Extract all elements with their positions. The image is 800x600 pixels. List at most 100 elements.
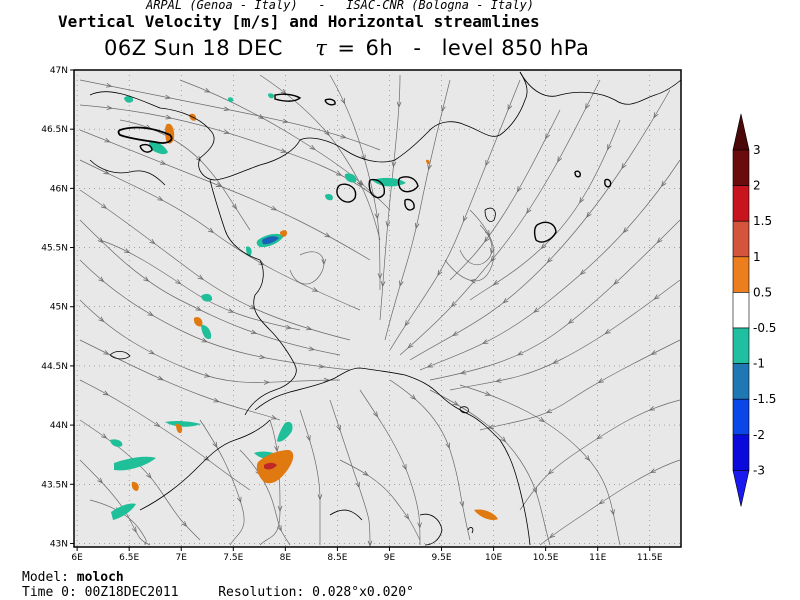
streamline-arrow [324,232,331,238]
lake [336,183,357,203]
forecast-subtitle: 06Z Sun 18 DEC τ = 6h - level 850 hPa [104,36,589,60]
streamline-arrow [490,255,496,263]
streamline-arrow [274,445,279,453]
colorbar-label: 3 [753,143,761,157]
streamline [469,119,621,301]
colorbar-label: 0.5 [753,285,772,299]
streamline-arrow [195,306,202,311]
streamline-arrow [656,237,663,244]
downdraft-blob [228,97,234,103]
streamline [429,389,551,546]
streamline-arrow [157,375,164,381]
downdraft-blob [110,439,123,447]
streamline-arrow [445,442,450,450]
coastline [419,513,443,546]
streamline-arrow [357,179,365,186]
updraft-blob [426,159,430,165]
streamline-arrow [396,101,402,109]
lake [274,93,302,102]
streamline-arrow [557,156,563,163]
streamline-arrow [231,203,238,210]
streamline-arrow [452,331,459,337]
streamline-arrow [399,280,404,287]
streamline-arrow [532,487,537,494]
lake [324,98,336,106]
streamline-arrow [487,424,495,430]
updraft-blob [280,230,288,237]
credit-right: ISAC-CNR (Bologna - Italy) [346,0,535,12]
streamline [289,251,325,285]
streamline-arrow [502,297,509,304]
streamline-arrow [181,521,188,528]
streamline-arrow [98,316,105,323]
streamline [384,79,451,341]
streamline-arrow [417,522,422,529]
downdraft-blob [111,503,136,520]
streamline-arrow [362,470,369,476]
streamline [79,299,341,383]
streamline-arrow [372,411,379,418]
streamline-arrow [484,391,492,396]
streamline [259,419,281,546]
streamline-arrow [324,129,330,137]
lat-tick-label: 45N [50,303,68,313]
streamline-arrow [165,114,173,120]
streamline-arrow [459,369,467,375]
streamline-arrow [321,258,327,266]
streamline-arrow [103,349,110,355]
colorbar-segment [732,327,750,364]
colorbar-label: -1.5 [753,392,776,406]
streamline-arrow [481,339,489,344]
downdraft-blob [165,420,201,427]
streamline-arrow [402,464,407,471]
colorbar-segment [732,256,750,293]
streamline-arrow [160,160,167,165]
streamline-arrow [258,114,265,120]
streamline-arrow [277,525,282,532]
streamline-arrow [259,354,266,360]
streamline [79,419,201,541]
streamline-arrow [547,468,554,475]
streamline-arrow [585,103,590,110]
streamline-arrow [540,243,547,250]
downdraft-blob [124,95,134,103]
streamline [359,389,421,546]
colorbar-label: -2 [753,428,765,442]
lon-tick-label: 9E [384,553,396,563]
lat-tick-label: 43.5N [41,480,68,490]
streamline-arrow [227,308,235,313]
lon-tick-label: 11.5E [637,553,663,563]
streamline-arrow [131,526,137,534]
streamline [79,104,381,201]
streamline-arrow [97,237,104,244]
streamline-arrow [148,349,156,355]
lon-tick-label: 9.5E [432,553,452,563]
lake [533,221,557,243]
updraft-blob [131,481,139,491]
streamline-arrow [361,154,366,161]
downdraft-blob [201,324,212,340]
streamline-arrow [312,287,319,292]
streamline-arrow [195,155,202,162]
streamline-arrow [391,161,397,168]
streamline-arrow [377,273,383,280]
streamline-arrow [223,106,231,112]
streamline-arrow [450,301,457,308]
header-credit: ARPAL (Genoa - Italy) - ISAC-CNR (Bologn… [60,0,620,12]
streamline-arrow [526,207,532,214]
streamline-arrow [660,180,667,188]
streamline [429,219,681,381]
streamline-arrow [98,276,105,283]
lake [117,126,173,144]
streamline-arrow [215,182,223,187]
lake [604,178,612,188]
streamline [409,89,671,361]
streamline-arrow [597,378,604,384]
lon-tick-label: 8.5E [327,553,347,563]
lake [397,176,419,193]
streamline-arrow [459,501,465,508]
streamline [79,129,371,261]
lon-tick-label: 6E [71,553,83,563]
streamline [459,384,621,546]
colorbar-top-arrow [732,113,750,151]
